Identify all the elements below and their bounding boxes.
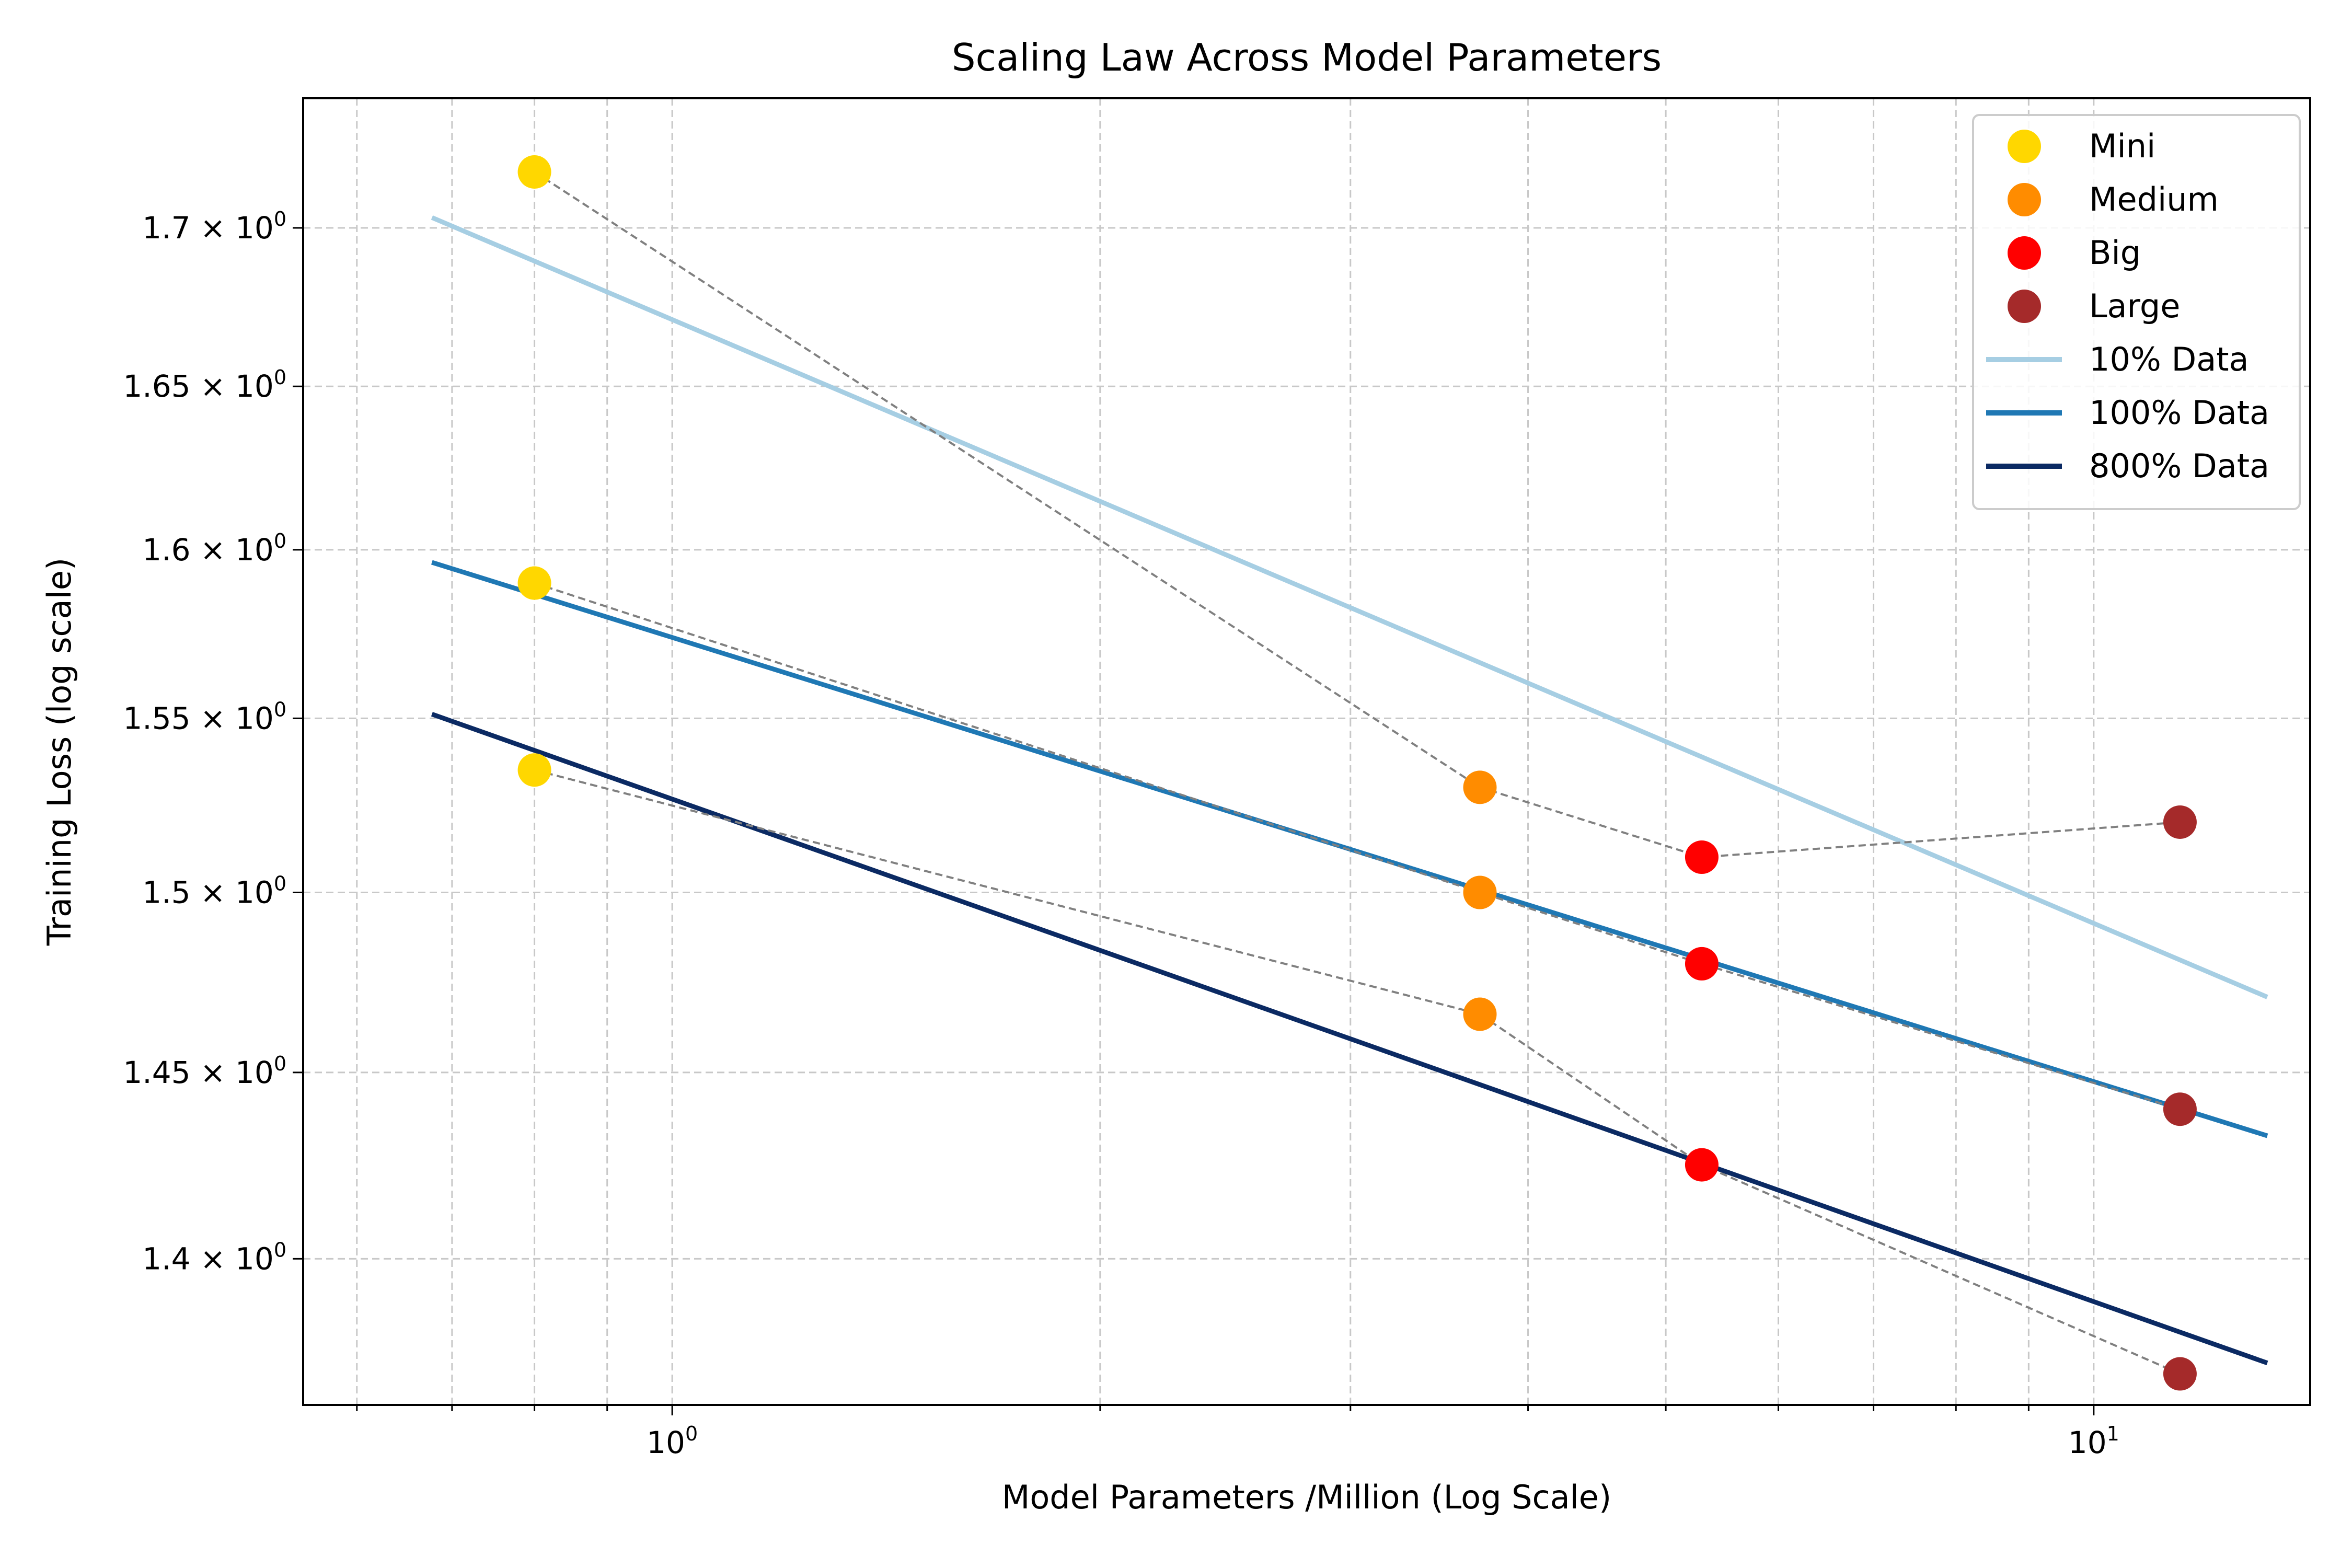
data-point bbox=[517, 566, 551, 600]
data-point bbox=[517, 753, 551, 787]
legend: Mini Medium Big Large 10% Data 100% Data 800% … bbox=[1972, 114, 2301, 510]
legend-label: 10% Data bbox=[2089, 340, 2249, 378]
legend-label: Mini bbox=[2089, 127, 2155, 165]
legend-label: 100% Data bbox=[2089, 394, 2269, 432]
legend-label: 800% Data bbox=[2089, 447, 2269, 485]
connector-lines-layer bbox=[534, 171, 2181, 1375]
fit-line bbox=[431, 215, 2268, 999]
legend-label: Medium bbox=[2089, 180, 2219, 218]
data-point bbox=[1463, 875, 1497, 909]
chart-title: Scaling Law Across Model Parameters bbox=[952, 36, 1662, 79]
legend-marker bbox=[2008, 290, 2041, 323]
y-tick-label: 1.5 × 100 bbox=[142, 872, 286, 910]
data-point bbox=[1463, 770, 1497, 804]
data-point bbox=[1685, 840, 1719, 874]
y-tick-label: 1.55 × 100 bbox=[123, 698, 286, 736]
axis-ticks-layer: 100 101 1.4 × 100 1.45 × 100 1.5 × 100 1.55 ×… bbox=[123, 207, 2119, 1460]
data-point bbox=[1685, 1148, 1719, 1182]
y-tick-label: 1.7 × 100 bbox=[142, 207, 286, 246]
connector-line bbox=[534, 171, 2181, 859]
connector-line bbox=[534, 769, 2181, 1375]
data-points-layer bbox=[517, 155, 2197, 1391]
legend-label: Large bbox=[2089, 287, 2180, 325]
legend-label: Big bbox=[2089, 234, 2141, 272]
data-point bbox=[1685, 947, 1719, 981]
data-point bbox=[517, 155, 551, 189]
y-tick-label: 1.6 × 100 bbox=[142, 529, 286, 568]
y-axis-label: Training Loss (log scale) bbox=[40, 558, 78, 946]
x-tick-label: 100 bbox=[647, 1422, 698, 1460]
legend-marker bbox=[2008, 236, 2041, 270]
legend-marker bbox=[2008, 183, 2041, 216]
x-tick-label: 101 bbox=[2068, 1422, 2119, 1460]
legend-marker bbox=[2008, 130, 2041, 163]
y-tick-label: 1.65 × 100 bbox=[123, 366, 286, 404]
y-tick-label: 1.4 × 100 bbox=[142, 1238, 286, 1276]
x-axis-label: Model Parameters /Million (Log Scale) bbox=[1002, 1478, 1611, 1516]
plot-area-frame bbox=[302, 97, 2311, 1406]
data-point bbox=[1463, 997, 1497, 1031]
data-point bbox=[2163, 805, 2197, 839]
data-point bbox=[2163, 1092, 2197, 1126]
connector-line bbox=[534, 582, 2181, 1111]
data-point bbox=[2163, 1357, 2197, 1391]
y-tick-label: 1.45 × 100 bbox=[123, 1052, 286, 1090]
